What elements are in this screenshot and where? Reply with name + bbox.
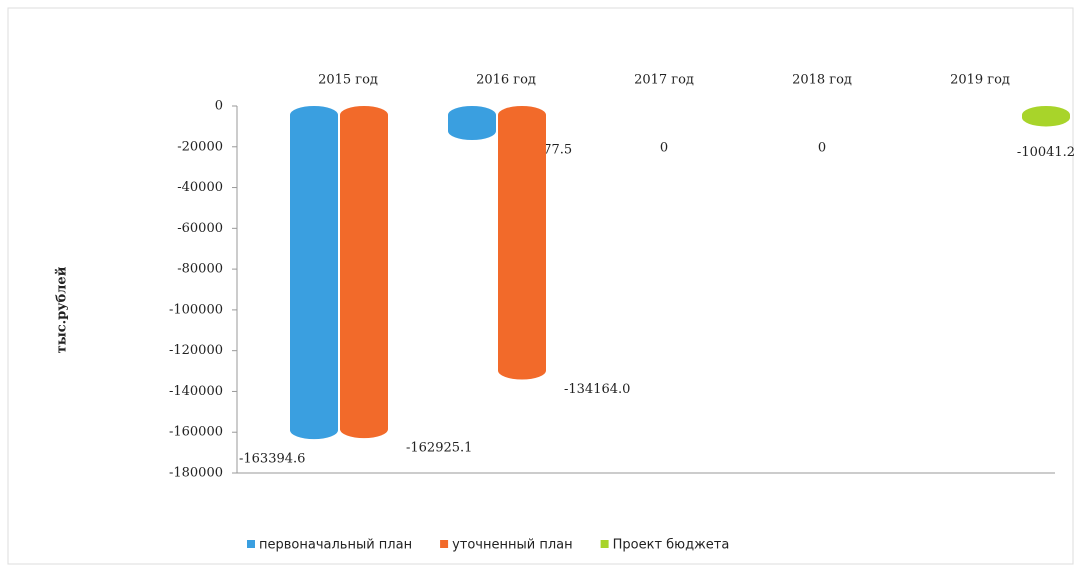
x-tick-label: 2019 год: [950, 73, 1010, 88]
y-tick-label: -40000: [177, 180, 223, 195]
legend-label: первоначальный план: [259, 538, 412, 553]
y-tick-label: 0: [215, 99, 223, 114]
bar: [1022, 106, 1070, 127]
y-tick-label: -160000: [169, 425, 223, 440]
data-label: -10041.2: [1017, 145, 1075, 160]
bar: [340, 106, 388, 439]
legend-swatch: [247, 540, 255, 548]
legend-label: Проект бюджета: [613, 538, 730, 553]
data-label: -134164.0: [564, 382, 630, 397]
y-tick-label: -20000: [177, 139, 223, 154]
y-axis-title: тыс.рублей: [55, 266, 70, 353]
y-tick-label: -80000: [177, 262, 223, 277]
legend: первоначальный план уточненный план Проект…: [247, 538, 729, 553]
legend-swatch: [440, 540, 449, 548]
legend-label: уточненный план: [452, 538, 573, 553]
data-label: 0: [818, 141, 826, 156]
bar: [498, 106, 546, 380]
y-tick-label: -100000: [169, 302, 223, 317]
y-tick-label: -180000: [169, 466, 223, 481]
y-tick-label: -120000: [169, 343, 223, 358]
x-tick-label: 2015 год: [318, 73, 378, 88]
data-label: -162925.1: [406, 441, 472, 456]
legend-swatch: [600, 540, 609, 548]
x-tick-label: 2017 год: [634, 73, 694, 88]
y-tick-label: -60000: [177, 221, 223, 236]
y-tick-label: -140000: [169, 384, 223, 399]
x-tick-label: 2018 год: [792, 73, 852, 88]
bar: [290, 106, 338, 440]
x-tick-label: 2016 год: [476, 73, 536, 88]
data-label: 0: [660, 141, 668, 156]
bar: [448, 106, 496, 141]
data-label: -163394.6: [239, 452, 305, 467]
